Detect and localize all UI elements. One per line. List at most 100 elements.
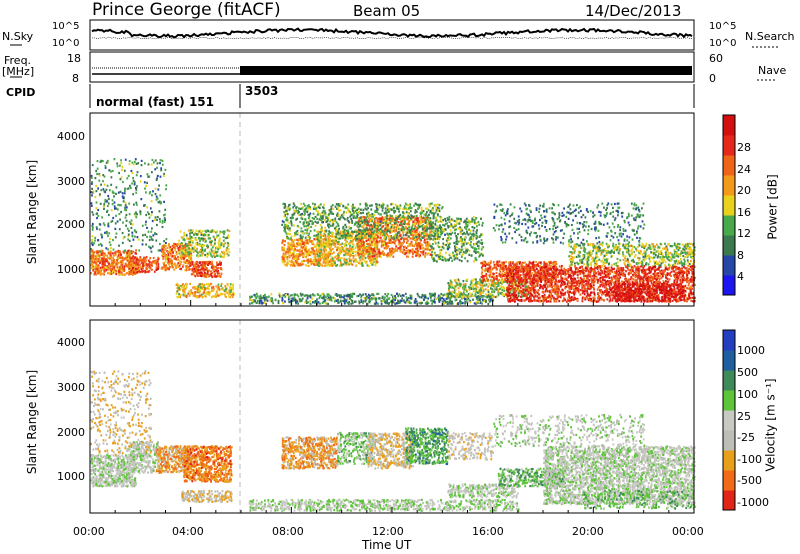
- heatmap-cell: [323, 204, 325, 206]
- heatmap-cell: [183, 257, 185, 259]
- heatmap-cell: [357, 223, 359, 225]
- heatmap-cell: [132, 235, 134, 237]
- heatmap-cell: [342, 205, 344, 207]
- heatmap-cell: [305, 256, 307, 258]
- heatmap-cell: [128, 273, 130, 275]
- heatmap-cell: [121, 274, 123, 276]
- heatmap-cell: [140, 198, 142, 200]
- heatmap-cell: [358, 254, 360, 256]
- heatmap-cell: [162, 160, 164, 162]
- heatmap-cell: [319, 207, 321, 209]
- heatmap-cell: [359, 251, 361, 253]
- heatmap-cell: [417, 217, 419, 219]
- heatmap-cell: [407, 251, 409, 253]
- heatmap-cell: [217, 248, 219, 250]
- heatmap-cell: [325, 216, 327, 218]
- heatmap-cell: [422, 237, 424, 239]
- heatmap-cell: [204, 249, 206, 251]
- heatmap-cell: [376, 256, 378, 258]
- heatmap-cell: [114, 205, 116, 207]
- heatmap-cell: [124, 257, 126, 259]
- heatmap-cell: [337, 243, 339, 245]
- heatmap-cell: [416, 245, 418, 247]
- heatmap-cell: [154, 219, 156, 221]
- heatmap-cell: [146, 267, 148, 269]
- heatmap-cell: [293, 209, 295, 211]
- heatmap-cell: [358, 244, 360, 246]
- heatmap-cell: [288, 222, 290, 224]
- heatmap-cell: [319, 218, 321, 220]
- heatmap-cell: [131, 170, 133, 172]
- heatmap-cell: [218, 239, 220, 241]
- heatmap-cell: [353, 231, 355, 233]
- heatmap-cell: [92, 267, 94, 269]
- heatmap-cell: [221, 273, 223, 275]
- heatmap-cell: [412, 256, 414, 258]
- heatmap-cell: [134, 181, 136, 183]
- heatmap-cell: [125, 217, 127, 219]
- heatmap-cell: [415, 236, 417, 238]
- heatmap-cell: [387, 207, 389, 209]
- heatmap-cell: [286, 258, 288, 260]
- heatmap-cell: [131, 182, 133, 184]
- heatmap-cell: [386, 212, 388, 214]
- heatmap-cell: [425, 244, 427, 246]
- heatmap-cell: [437, 203, 439, 205]
- heatmap-cell: [337, 223, 339, 225]
- heatmap-cell: [363, 241, 365, 243]
- heatmap-cell: [310, 303, 312, 305]
- heatmap-cell: [289, 260, 291, 262]
- heatmap-cell: [392, 252, 394, 254]
- heatmap-cell: [370, 224, 372, 226]
- heatmap-cell: [398, 205, 400, 207]
- heatmap-cell: [108, 232, 110, 234]
- heatmap-cell: [391, 215, 393, 217]
- heatmap-cell: [341, 235, 343, 237]
- heatmap-cell: [359, 259, 361, 261]
- heatmap-cell: [355, 254, 357, 256]
- heatmap-cell: [200, 271, 202, 273]
- heatmap-cell: [293, 202, 295, 204]
- heatmap-cell: [337, 241, 339, 243]
- heatmap-cell: [320, 238, 322, 240]
- heatmap-cell: [420, 243, 422, 245]
- heatmap-cell: [401, 229, 403, 231]
- heatmap-cell: [314, 246, 316, 248]
- heatmap-cell: [390, 203, 392, 205]
- heatmap-cell: [181, 247, 183, 249]
- heatmap-cell: [215, 269, 217, 271]
- heatmap-cell: [177, 243, 179, 245]
- heatmap-cell: [144, 234, 146, 236]
- heatmap-cell: [110, 221, 112, 223]
- heatmap-cell: [320, 216, 322, 218]
- heatmap-cell: [209, 274, 211, 276]
- heatmap-cell: [375, 248, 377, 250]
- heatmap-cell: [326, 261, 328, 263]
- heatmap-cell: [183, 234, 185, 236]
- heatmap-cell: [135, 216, 137, 218]
- heatmap-cell: [298, 249, 300, 251]
- heatmap-cell: [104, 232, 106, 234]
- heatmap-cell: [326, 241, 328, 243]
- heatmap-cell: [327, 259, 329, 261]
- heatmap-cell: [129, 253, 131, 255]
- heatmap-cell: [223, 256, 225, 258]
- heatmap-cell: [314, 254, 316, 256]
- heatmap-cell: [419, 226, 421, 228]
- heatmap-cell: [196, 248, 198, 250]
- heatmap-cell: [95, 258, 97, 260]
- heatmap-cell: [403, 240, 405, 242]
- heatmap-cell: [206, 256, 208, 258]
- heatmap-cell: [388, 211, 390, 213]
- heatmap-cell: [427, 222, 429, 224]
- heatmap-cell: [180, 261, 182, 263]
- heatmap-cell: [168, 245, 170, 247]
- heatmap-cell: [107, 257, 109, 259]
- heatmap-cell: [317, 254, 319, 256]
- heatmap-cell: [163, 249, 165, 251]
- heatmap-cell: [199, 240, 201, 242]
- heatmap-cell: [375, 245, 377, 247]
- heatmap-cell: [313, 213, 315, 215]
- heatmap-cell: [344, 245, 346, 247]
- heatmap-cell: [108, 252, 110, 254]
